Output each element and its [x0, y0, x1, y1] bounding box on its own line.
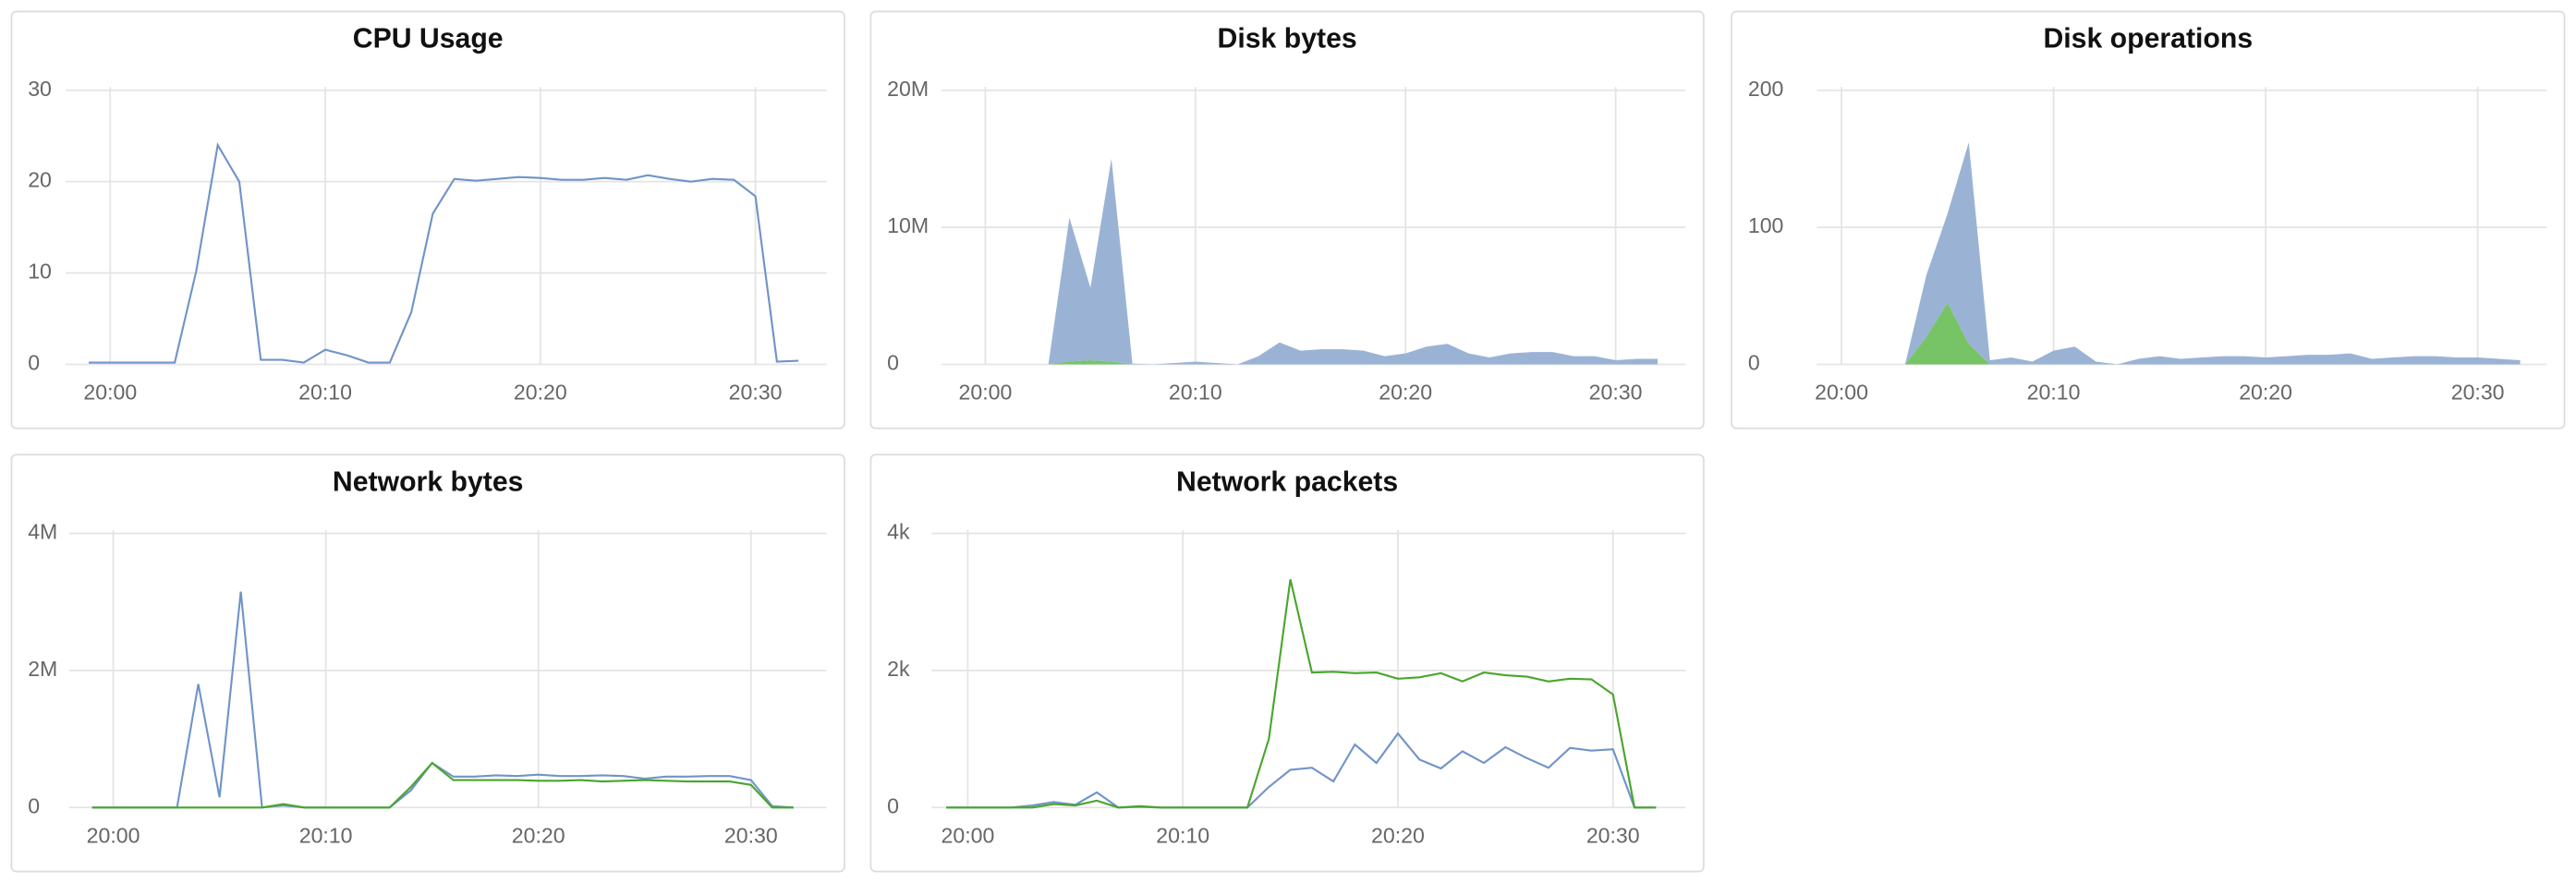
- x-tick-label: 20:10: [1169, 381, 1222, 405]
- y-tick-label: 2M: [28, 657, 57, 681]
- series-line: [91, 761, 794, 809]
- y-tick-label: 20M: [887, 77, 929, 101]
- x-tick-label: 20:00: [942, 823, 995, 847]
- chart-panel: Disk bytes 0 10M 20M 20:00 20:10 20:20 20:30: [869, 10, 1705, 429]
- x-tick-label: 20:20: [2239, 381, 2292, 405]
- y-tick-label: 30: [28, 77, 52, 101]
- chart-title: Disk operations: [2043, 24, 2253, 54]
- series-area: [1820, 302, 2521, 365]
- x-tick-label: 20:30: [1589, 381, 1643, 405]
- x-tick-label: 20:30: [1586, 823, 1640, 847]
- x-tick-label: 20:00: [959, 381, 1013, 405]
- chart-title: Network bytes: [333, 466, 524, 497]
- series-area: [964, 158, 1659, 365]
- y-tick-label: 0: [1748, 351, 1760, 375]
- y-tick-label: 4M: [28, 520, 57, 544]
- chart-panel: Network packets 0 2k 4k 20:00 20:10 20:20 20:30: [869, 454, 1705, 873]
- chart-title: CPU Usage: [353, 24, 504, 54]
- y-tick-label: 0: [887, 351, 899, 375]
- chart-panel: Network bytes 0 2M 4M 20:00 20:10 20:20 20:30: [10, 454, 845, 873]
- chart-panel: Disk operations 0 100 200 20:00 20:10 20:20 20:…: [1731, 10, 2566, 429]
- x-tick-label: 20:10: [1156, 823, 1209, 847]
- y-tick-label: 100: [1748, 213, 1784, 237]
- y-tick-label: 20: [28, 168, 52, 192]
- x-tick-label: 20:20: [514, 381, 567, 405]
- x-tick-label: 20:30: [724, 823, 778, 847]
- series-line: [946, 578, 1657, 809]
- y-tick-label: 10: [28, 260, 52, 284]
- panel-frame: [10, 10, 845, 429]
- y-tick-label: 200: [1748, 77, 1784, 101]
- x-tick-label: 20:00: [87, 823, 140, 847]
- chart-title: Network packets: [1176, 466, 1398, 497]
- x-tick-label: 20:00: [83, 381, 137, 405]
- x-tick-label: 20:20: [1379, 381, 1432, 405]
- panel-frame: [869, 10, 1705, 429]
- x-tick-label: 20:20: [1371, 823, 1425, 847]
- y-tick-label: 4k: [887, 520, 910, 544]
- y-tick-label: 2k: [887, 657, 910, 681]
- x-tick-label: 20:10: [298, 381, 352, 405]
- series-line: [89, 142, 799, 364]
- series-line: [946, 732, 1657, 809]
- chart-title: Disk bytes: [1218, 24, 1357, 54]
- x-tick-label: 20:10: [2027, 381, 2081, 405]
- x-tick-label: 20:00: [1815, 381, 1868, 405]
- y-tick-label: 0: [28, 351, 40, 375]
- x-tick-label: 20:30: [729, 381, 783, 405]
- panel-frame: [869, 454, 1705, 873]
- x-tick-label: 20:20: [512, 823, 565, 847]
- y-tick-label: 10M: [887, 213, 929, 237]
- series-area: [964, 360, 1659, 365]
- chart-panel: CPU Usage 0 10 20 30 20:00 20:10 20:20 20:30: [10, 10, 845, 429]
- x-tick-label: 20:30: [2451, 381, 2505, 405]
- panel-frame: [10, 454, 845, 873]
- y-tick-label: 0: [28, 793, 40, 817]
- panel-frame: [1731, 10, 2566, 429]
- y-tick-label: 0: [887, 793, 899, 817]
- x-tick-label: 20:10: [299, 823, 353, 847]
- series-line: [91, 591, 794, 809]
- series-area: [1820, 142, 2521, 365]
